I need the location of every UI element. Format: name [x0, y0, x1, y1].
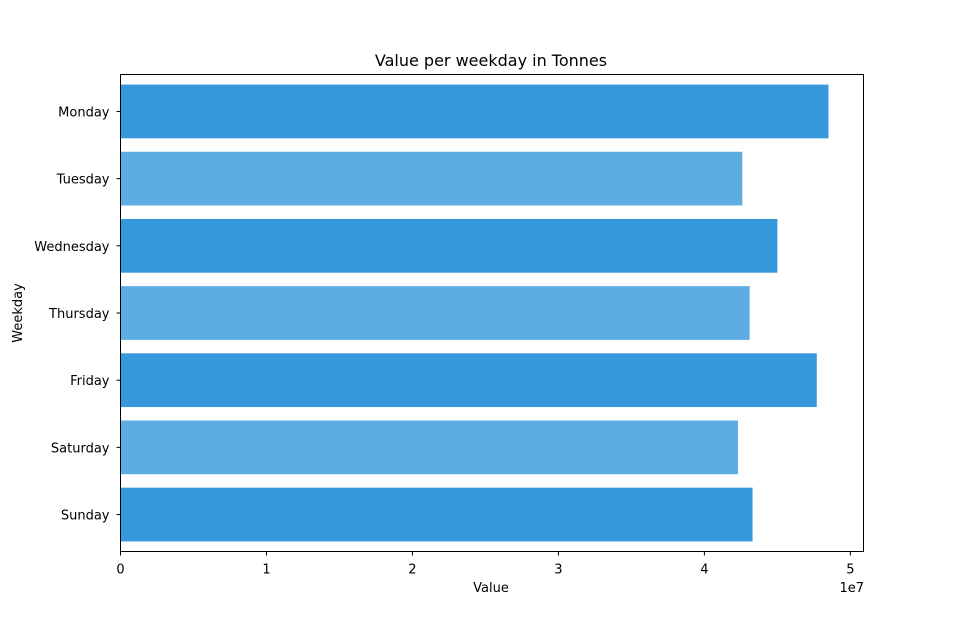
x-axis-exponent-label: 1e7	[839, 581, 864, 596]
bar-wednesday	[120, 218, 778, 273]
y-tick-label: Sunday	[61, 509, 110, 524]
bar-saturday	[120, 420, 738, 475]
bar-monday	[120, 84, 829, 139]
y-tick-label: Saturday	[51, 441, 110, 456]
y-axis-label: Weekday	[11, 283, 26, 343]
bar-sunday	[120, 487, 753, 542]
y-tick-label: Wednesday	[34, 240, 110, 255]
plot-area-frame	[120, 74, 864, 552]
bar-thursday	[120, 286, 750, 340]
bar-tuesday	[120, 151, 743, 206]
chart-title: Value per weekday in Tonnes	[375, 51, 607, 70]
bars-group	[120, 84, 829, 542]
bar-friday	[120, 353, 817, 408]
y-tick-label: Tuesday	[56, 173, 110, 188]
y-tick-label: Monday	[58, 105, 110, 120]
x-tick-label: 1	[262, 563, 270, 578]
x-axis-ticks: 0 1 2 3 4 5	[116, 551, 855, 578]
x-tick-label: 4	[700, 563, 708, 578]
y-axis-ticks: Monday Tuesday Wednesday Thursday Friday Satu…	[34, 105, 121, 524]
y-tick-label: Friday	[70, 374, 110, 389]
x-axis-label: Value	[473, 581, 509, 596]
x-tick-label: 5	[846, 563, 854, 578]
x-tick-label: 3	[554, 563, 562, 578]
y-tick-label: Thursday	[48, 307, 110, 322]
x-tick-label: 0	[116, 563, 124, 578]
x-tick-label: 2	[408, 563, 416, 578]
